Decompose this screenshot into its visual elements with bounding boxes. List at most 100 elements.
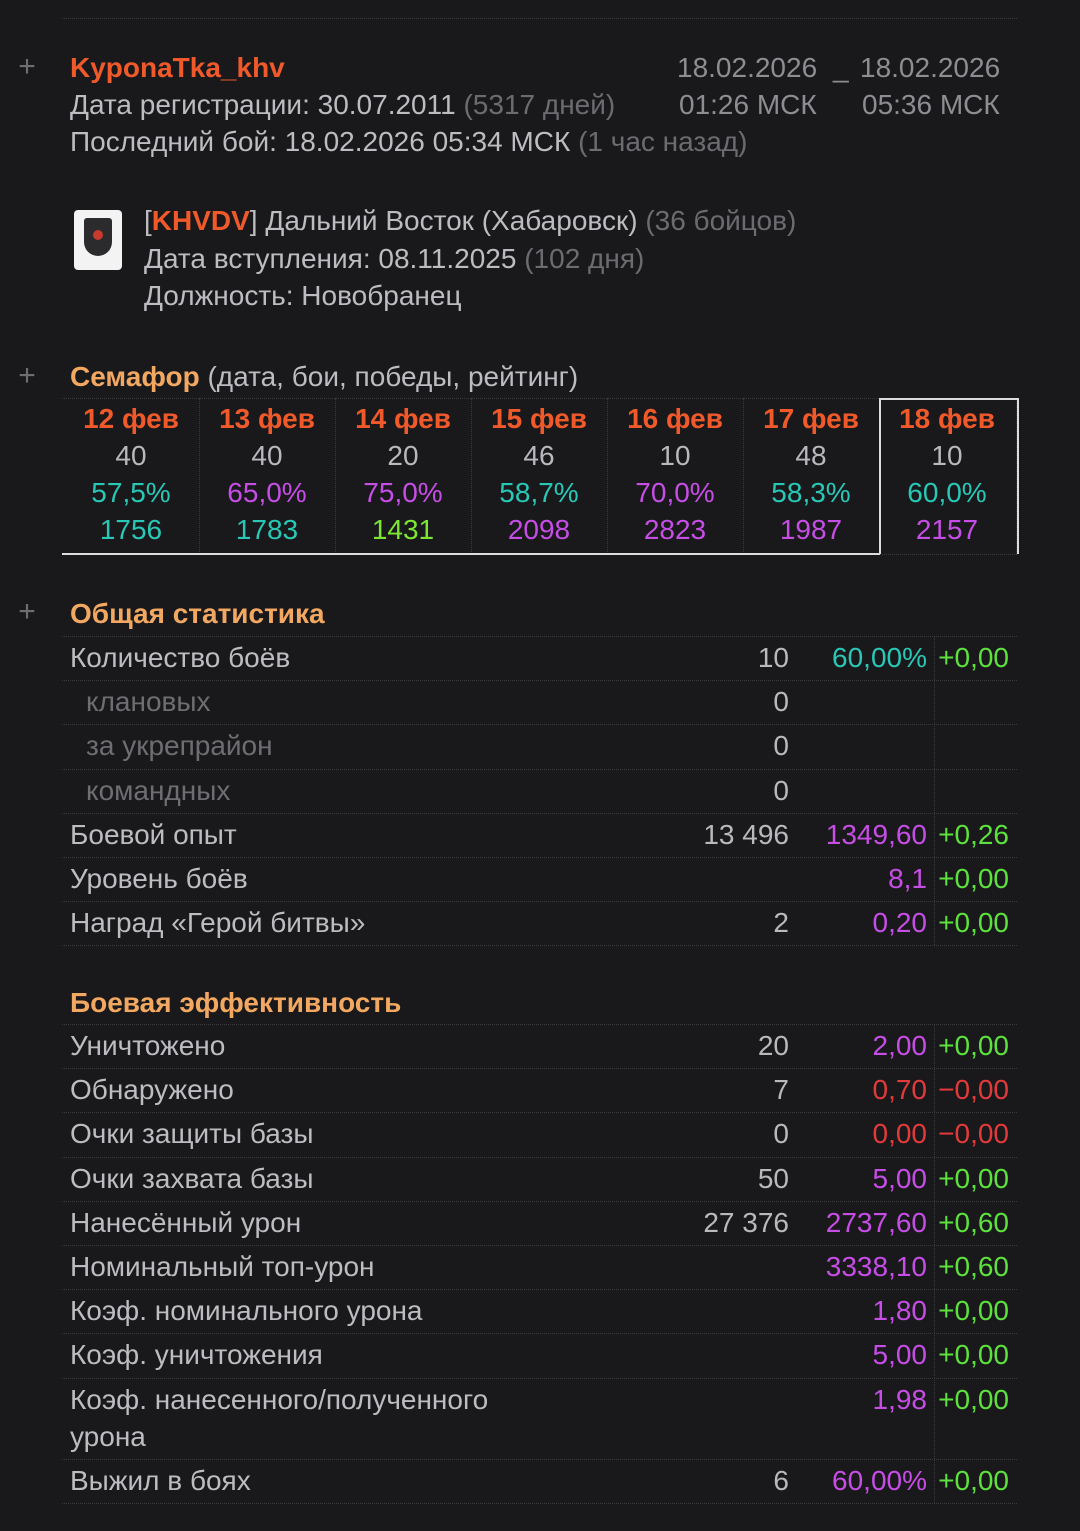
column-separator: [934, 1245, 935, 1290]
semaphore-rating: 1431: [371, 514, 435, 545]
semaphore-day: 18 фев 10 60,0% 2157: [879, 398, 1015, 554]
stat-label: Наград «Герой битвы»: [70, 907, 366, 939]
stat-delta: +0,00: [938, 1162, 1009, 1194]
stat-value: 50: [757, 1162, 789, 1194]
stat-value: 20: [757, 1030, 789, 1061]
clan-tag[interactable]: KHVDV: [151, 205, 250, 236]
semaphore-rating: 1783: [235, 514, 299, 545]
stat-row: клановых 0: [62, 680, 1017, 725]
semaphore-rating: 2823: [643, 514, 707, 545]
semaphore-date: 13 фев: [219, 403, 315, 434]
semaphore-battles: 46: [523, 440, 555, 471]
clan-name: Дальний Восток (Хабаровск): [265, 205, 638, 236]
registration-label: Дата регистрации: 30.07.2011: [70, 89, 456, 120]
row-divider: [62, 1377, 1017, 1379]
semaphore-wins: 60,0%: [907, 477, 987, 508]
semaphore-wins: 70,0%: [635, 477, 715, 508]
stat-row: Очки захвата базы 50 5,00 +0,00: [62, 1156, 1017, 1201]
stat-row: Коэф. номинального урона 1,80 +0,00: [62, 1289, 1017, 1334]
stat-row: Нанесённый урон 27 376 2737,60 +0,60: [62, 1200, 1017, 1245]
player-name[interactable]: KyponaTka_khv: [70, 52, 285, 83]
column-separator: [934, 724, 935, 769]
row-divider: [62, 1156, 1017, 1158]
stat-label: Выжил в боях: [70, 1464, 251, 1496]
column-separator: [934, 636, 935, 681]
semaphore-day: 16 фев 10 70,0% 2823: [607, 398, 743, 554]
column-separator: [934, 901, 935, 946]
stat-delta: +0,60: [938, 1206, 1009, 1238]
semaphore-rating: 2098: [507, 514, 571, 545]
stat-delta: +0,00: [938, 642, 1009, 673]
stat-delta: −0,00: [938, 1118, 1009, 1150]
semaphore-top-divider: [62, 398, 1017, 399]
stat-row: Номинальный топ-урон 3338,10 +0,60: [62, 1245, 1017, 1290]
stat-value: 0: [773, 730, 789, 762]
stat-delta: +0,00: [938, 1464, 1009, 1496]
period-to-date: 18.02.2026: [860, 52, 1001, 83]
semaphore-battles: 40: [251, 440, 283, 471]
semaphore-battles: 20: [387, 440, 419, 471]
stat-row: Обнаружено 7 0,70 −0,00: [62, 1068, 1017, 1113]
expand-general-stats-icon[interactable]: +: [18, 595, 36, 628]
stat-label: Очки защиты базы: [70, 1118, 314, 1150]
clan-bracket-open: [: [144, 205, 152, 236]
last-battle-label: Последний бой: 18.02.2026 05:34 МСК: [70, 126, 571, 157]
semaphore-date: 16 фев: [627, 403, 723, 434]
stat-label-continued: урона: [70, 1420, 146, 1452]
stat-value: 7: [773, 1074, 789, 1106]
efficiency-title: Боевая эффективность: [70, 987, 402, 1018]
stat-average: 3338,10: [825, 1251, 927, 1282]
stat-label: Коэф. нанесенного/полученного: [70, 1383, 489, 1415]
stat-average: 1349,60: [825, 818, 927, 850]
semaphore-column-separator: [199, 398, 200, 554]
row-divider: [62, 1289, 1017, 1291]
row-divider: [62, 1200, 1017, 1202]
semaphore-current-day-frame: [879, 398, 1019, 554]
semaphore-day: 13 фев 40 65,0% 1783: [199, 398, 335, 554]
stat-row: Боевой опыт 13 496 1349,60 +0,26: [62, 812, 1017, 857]
stat-value: 2: [773, 907, 789, 939]
stat-delta: −0,00: [938, 1074, 1009, 1106]
semaphore-column-separator: [335, 398, 336, 554]
stat-average: 1,98: [872, 1383, 928, 1415]
stat-label: Боевой опыт: [70, 818, 237, 850]
semaphore-column-separator: [607, 398, 608, 554]
semaphore-wins: 75,0%: [363, 477, 443, 508]
stat-label: Коэф. уничтожения: [70, 1339, 323, 1371]
stat-delta: +0,60: [938, 1251, 1009, 1282]
semaphore-title: Семафор: [70, 361, 200, 392]
row-divider: [62, 680, 1017, 682]
row-divider: [62, 945, 1017, 947]
stat-label: командных: [86, 774, 231, 806]
semaphore-day: 12 фев 40 57,5% 1756: [63, 398, 199, 554]
stat-value: 0: [773, 686, 789, 718]
stat-delta: +0,00: [938, 1383, 1009, 1415]
stat-row: Очки защиты базы 0 0,00 −0,00: [62, 1112, 1017, 1157]
semaphore-column-separator: [1016, 398, 1017, 554]
expand-semaphore-icon[interactable]: +: [18, 359, 36, 392]
column-separator: [934, 1200, 935, 1245]
stat-average: 60,00%: [832, 642, 927, 673]
registration-days: (5317 дней): [463, 89, 616, 120]
semaphore-day: 17 фев 48 58,3% 1987: [743, 398, 879, 554]
period-separator: _: [833, 52, 849, 83]
stat-delta: +0,00: [938, 1295, 1009, 1327]
stat-row: Коэф. уничтожения 5,00 +0,00: [62, 1333, 1017, 1378]
stat-row: Уничтожено 20 2,00 +0,00: [62, 1024, 1017, 1069]
stat-average: 0,70: [872, 1074, 928, 1106]
semaphore-underline: [62, 553, 880, 555]
column-separator: [934, 1289, 935, 1334]
stat-average: 0,20: [872, 907, 928, 939]
stat-row: Наград «Герой битвы» 2 0,20 +0,00: [62, 901, 1017, 946]
semaphore-column-separator: [743, 398, 744, 554]
stat-average: 2,00: [872, 1030, 928, 1061]
column-separator: [934, 1068, 935, 1113]
semaphore-wins: 58,7%: [499, 477, 579, 508]
clan-members: (36 бойцов): [645, 205, 797, 236]
stat-delta: +0,00: [938, 863, 1009, 894]
clan-logo[interactable]: [74, 210, 122, 270]
stat-label: Уровень боёв: [70, 863, 248, 894]
semaphore-wins: 57,5%: [91, 477, 171, 508]
stat-average: 8,1: [888, 863, 927, 894]
expand-player-icon[interactable]: +: [18, 50, 36, 83]
